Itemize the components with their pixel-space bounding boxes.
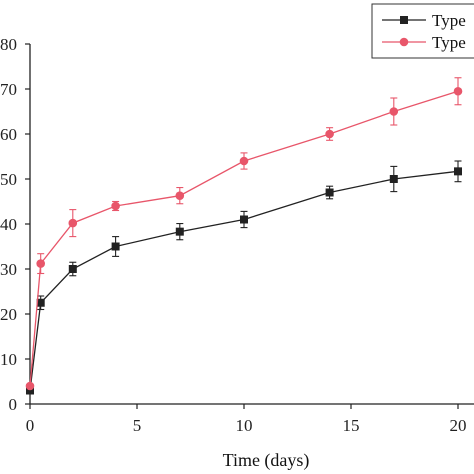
data-point (36, 259, 45, 268)
axes (29, 44, 474, 405)
data-point (454, 167, 462, 176)
data-point (453, 86, 463, 96)
y-tick-label: 80 (0, 35, 17, 54)
legend-label-0: Type (432, 11, 466, 30)
y-tick-label: 70 (0, 80, 17, 99)
data-point (68, 265, 77, 273)
series-line (29, 90, 459, 387)
y-tick-label: 10 (0, 350, 17, 369)
data-point (389, 175, 398, 183)
data-point (325, 188, 334, 197)
data-point (240, 215, 248, 224)
series-0 (26, 160, 462, 395)
legend: Type Type (371, 3, 474, 59)
x-axis-title: Time (days) (223, 450, 310, 471)
data-point (175, 227, 184, 236)
data-point (36, 298, 45, 307)
x-ticks: 0 5 10 15 20 (26, 404, 467, 435)
data-point (389, 107, 399, 116)
y-ticks: 0 10 20 30 40 50 60 70 80 (0, 35, 30, 414)
series-line (29, 170, 459, 391)
data-point (25, 381, 35, 391)
x-tick-label: 10 (236, 416, 253, 435)
y-tick-label: 40 (0, 215, 17, 234)
data-point (26, 386, 34, 395)
y-tick-label: 30 (0, 260, 17, 279)
x-tick-label: 0 (26, 416, 35, 435)
data-point (111, 242, 120, 251)
data-point (175, 191, 185, 200)
data-point (325, 129, 334, 139)
x-tick-label: 15 (343, 416, 360, 435)
data-point (111, 201, 120, 211)
series-1 (25, 77, 463, 391)
legend-marker-1 (399, 37, 409, 47)
y-tick-label: 0 (9, 395, 18, 414)
legend-box (371, 3, 474, 59)
y-tick-label: 50 (0, 170, 17, 189)
data-point (68, 218, 78, 228)
legend-marker-0 (400, 16, 408, 24)
y-tick-label: 20 (0, 305, 17, 324)
legend-label-1: Type (432, 33, 466, 52)
data-point (239, 156, 249, 166)
series-layer (25, 77, 463, 395)
x-tick-label: 20 (450, 416, 467, 435)
y-tick-label: 60 (0, 125, 17, 144)
x-tick-label: 5 (133, 416, 142, 435)
